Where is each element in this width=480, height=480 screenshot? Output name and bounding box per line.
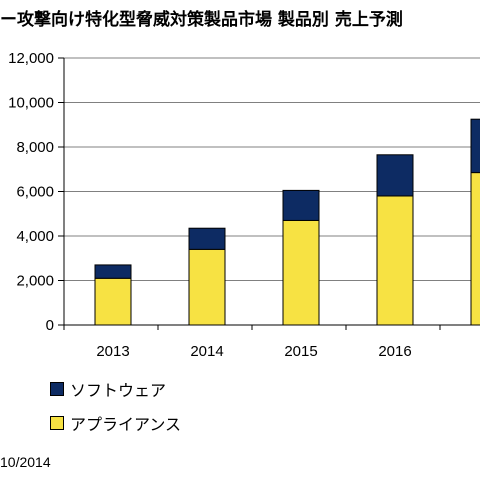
legend-label-software: ソフトウェア bbox=[70, 381, 167, 400]
y-tick-label: 4,000 bbox=[16, 228, 54, 245]
bar-appliance bbox=[282, 219, 320, 326]
legend-item-software: ソフトウェア bbox=[50, 372, 181, 406]
x-tick-label: 2015 bbox=[284, 343, 317, 360]
legend-label-appliance: アプライアンス bbox=[70, 415, 182, 434]
bar-appliance bbox=[376, 195, 414, 326]
y-tick-label: 8,000 bbox=[16, 139, 54, 156]
x-tick-label: 2016 bbox=[378, 343, 411, 360]
y-tick-label: 0 bbox=[46, 317, 54, 334]
y-tick-label: 6,000 bbox=[16, 184, 54, 201]
bar-software bbox=[188, 227, 226, 250]
bar-appliance bbox=[470, 172, 480, 326]
bar-software bbox=[94, 264, 132, 279]
legend-swatch-appliance bbox=[50, 416, 64, 430]
bar-software bbox=[282, 189, 320, 221]
y-tick-label: 2,000 bbox=[16, 273, 54, 290]
x-tick-label: 2013 bbox=[96, 343, 129, 360]
y-tick-label: 10,000 bbox=[8, 95, 54, 112]
legend-item-appliance: アプライアンス bbox=[50, 406, 181, 440]
y-tick-label: 12,000 bbox=[8, 50, 54, 67]
chart-legend: ソフトウェア アプライアンス bbox=[50, 372, 181, 440]
bar-appliance bbox=[94, 277, 132, 326]
legend-swatch-software bbox=[50, 382, 64, 396]
chart-title: ー攻撃向け特化型脅威対策製品市場 製品別 売上予測 bbox=[0, 10, 403, 30]
bar-appliance bbox=[188, 248, 226, 326]
x-tick-label: 2014 bbox=[190, 343, 223, 360]
bar-software bbox=[470, 118, 480, 174]
bar-software bbox=[376, 154, 414, 197]
source-note: 10/2014 bbox=[0, 454, 51, 470]
